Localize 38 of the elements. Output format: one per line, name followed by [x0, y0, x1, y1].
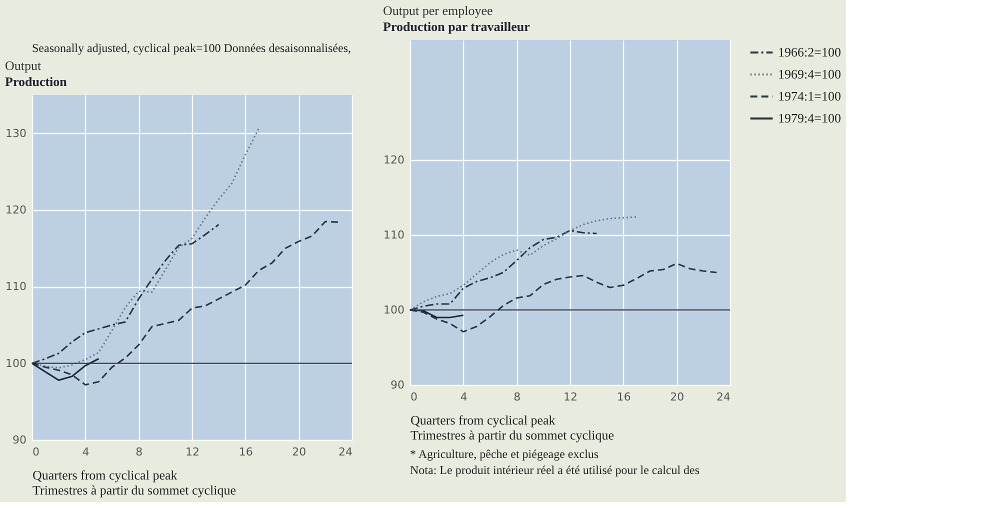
x-axis-title: Quarters from cyclical peak Trimestres à partir du sommet cyclique [32, 468, 236, 498]
x-tick-label: 24 [338, 446, 352, 458]
chart-subtitle: Production par travailleur [383, 19, 530, 34]
text: * Agriculture, pêche et piégeage exclus [410, 447, 599, 461]
y-tick-label: 100 [6, 356, 26, 370]
line-series [31, 358, 100, 381]
y-tick-label: 100 [384, 304, 404, 316]
x-tick-label: 12 [564, 390, 578, 404]
y-tick-label: 110 [6, 280, 26, 294]
x-tick-label: 16 [616, 390, 631, 404]
legend-label: 1974:1=100 [778, 88, 841, 104]
x-tick-label: 8 [514, 390, 521, 404]
chart-subtitle: Production [5, 74, 68, 89]
legend-label: 1969:4=100 [778, 66, 841, 82]
y-tick-label: 90 [12, 434, 26, 446]
x-tick-label: 16 [238, 446, 253, 458]
line-series [409, 309, 464, 318]
y-tick-label: 110 [384, 228, 404, 242]
x-tick-label: 0 [410, 390, 418, 404]
x-axis-title: Quarters from cyclical peak Trimestres à partir du sommet cyclique [410, 412, 614, 442]
y-tick-label: 130 [6, 126, 26, 140]
x-tick-label: 12 [186, 446, 200, 458]
y-tick-label: 120 [384, 154, 404, 166]
x-tick-label: 8 [136, 446, 143, 458]
chart-title: Output [5, 58, 42, 73]
y-tick-label: 120 [6, 204, 26, 216]
legend-label: 1979:4=100 [778, 110, 841, 126]
x-tick-label: 0 [32, 446, 40, 458]
chart-title: Output per employee [383, 3, 493, 18]
x-tick-label: 20 [292, 446, 306, 458]
x-tick-label: 24 [716, 390, 730, 404]
x-tick-label: 4 [82, 446, 90, 458]
x-tick-label: 20 [670, 390, 684, 404]
x-tick-label: 4 [460, 390, 468, 404]
legend-label: 1966:2=100 [778, 44, 841, 60]
text: Nota: Le produit intérieur réel a été utilisé pour le calcul des [410, 463, 700, 477]
text: Seasonally adjusted, cyclical peak=100 Données desaisonnalisées, [32, 41, 352, 55]
y-tick-label: 90 [390, 378, 404, 392]
